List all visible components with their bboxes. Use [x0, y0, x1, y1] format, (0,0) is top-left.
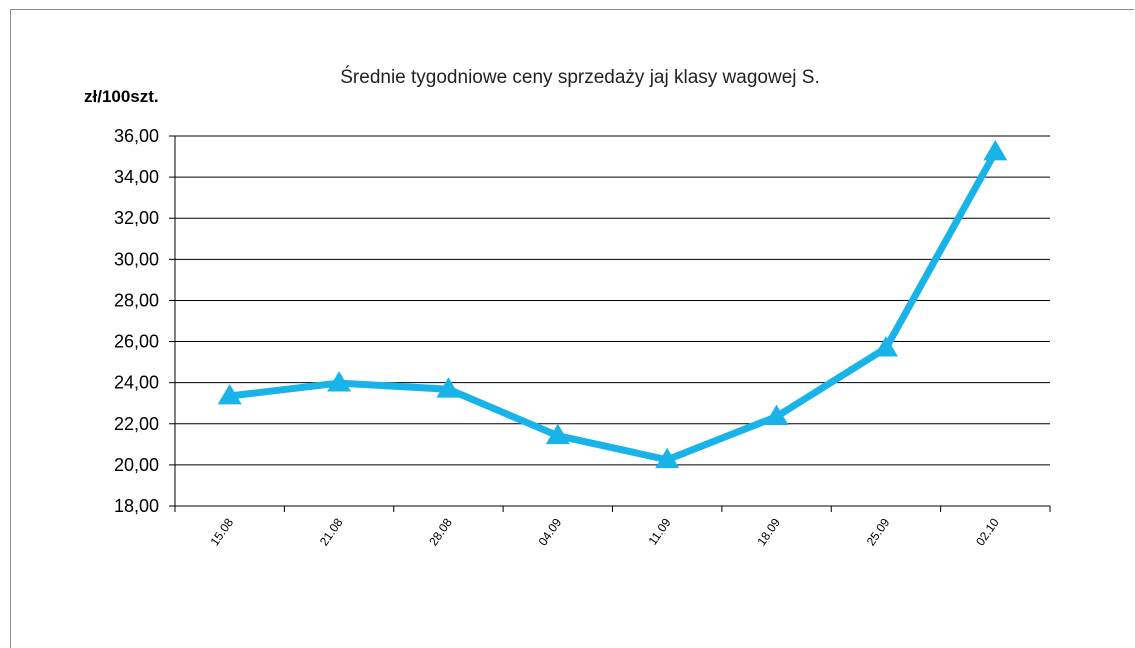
data-point-marker — [545, 423, 570, 445]
y-tick-labels: 18,00 20,00 22,00 24,00 26,00 28,00 30,00 32,00… — [114, 126, 159, 516]
y-tick-label: 28,00 — [114, 290, 159, 310]
data-point-marker — [764, 404, 789, 425]
data-point-marker — [327, 371, 352, 392]
x-tick-label: 25.09 — [864, 515, 893, 548]
x-tick-label: 15.08 — [207, 515, 236, 548]
y-tick-label: 32,00 — [114, 208, 159, 228]
x-tick-label: 02.10 — [973, 515, 1002, 548]
y-tick-label: 34,00 — [114, 167, 159, 187]
y-tick-label: 24,00 — [114, 373, 159, 393]
y-tick-label: 26,00 — [114, 332, 159, 352]
chart-frame — [10, 9, 1134, 648]
series-group — [217, 140, 1008, 469]
data-point-marker — [873, 336, 898, 357]
y-tick-label: 18,00 — [114, 496, 159, 516]
data-point-marker — [983, 140, 1008, 161]
y-tick-label: 22,00 — [114, 414, 159, 434]
x-tick-label: 28.08 — [426, 515, 455, 548]
series-line — [226, 148, 999, 464]
x-tick-label: 21.08 — [317, 515, 346, 548]
x-tick-labels: 15.08 21.08 28.08 04.09 11.09 18.09 25.09 02.10 — [207, 515, 1002, 548]
data-point-marker — [436, 377, 461, 398]
y-tick-label: 20,00 — [114, 455, 159, 475]
data-point-marker — [655, 447, 680, 469]
chart-title: Średnie tygodniowe ceny sprzedaży jaj kl… — [340, 67, 820, 88]
y-axis-label: zł/100szt. — [84, 87, 159, 106]
x-tick-label: 18.09 — [754, 515, 783, 548]
gridlines — [175, 135, 1050, 466]
axes — [169, 135, 1051, 512]
y-tick-label: 36,00 — [114, 126, 159, 146]
x-tick-label: 04.09 — [536, 515, 565, 548]
x-tick-label: 11.09 — [645, 515, 673, 547]
data-point-marker — [217, 384, 242, 405]
y-tick-label: 30,00 — [114, 249, 159, 269]
